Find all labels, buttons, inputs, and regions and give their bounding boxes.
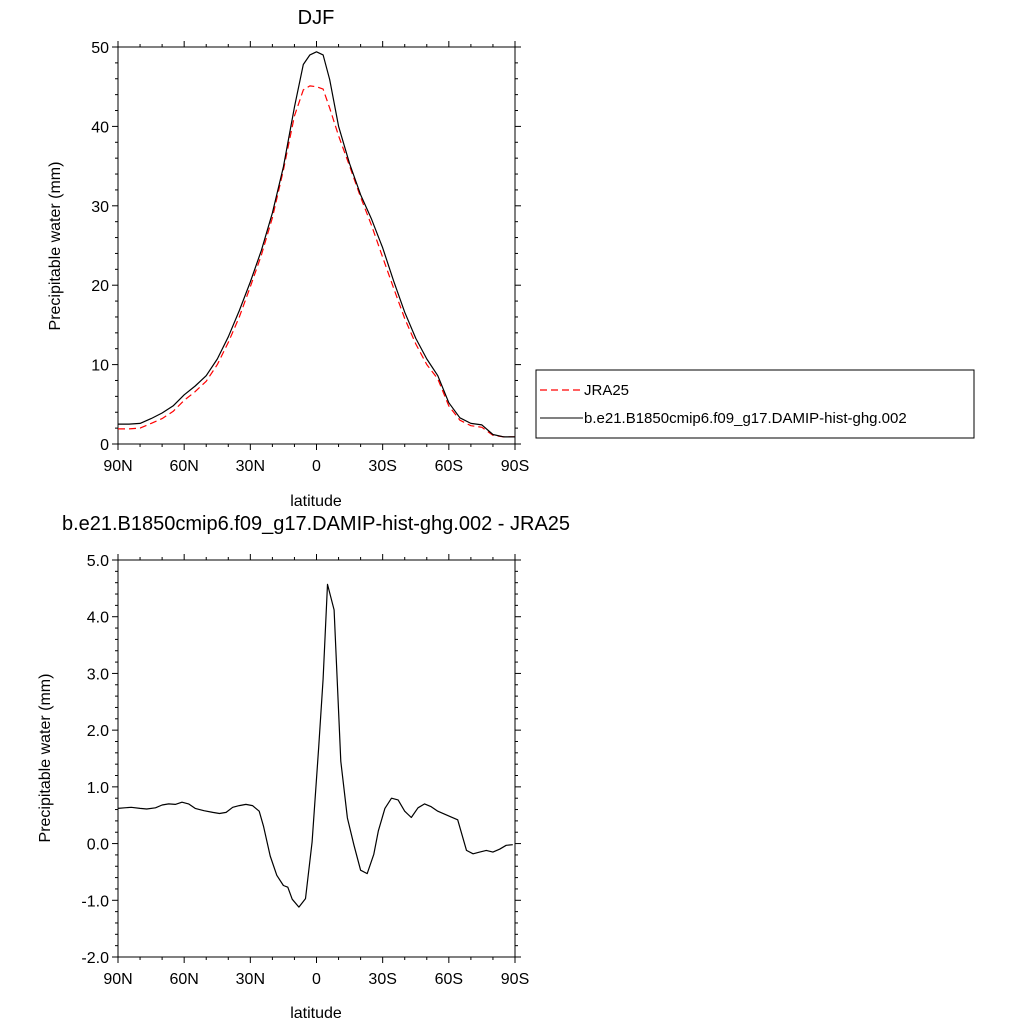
bottom-x-tick-label: 30N bbox=[236, 971, 265, 988]
bottom-series-line-0 bbox=[117, 583, 513, 908]
top-y-tick-labels: 0 10 20 30 40 50 bbox=[91, 40, 109, 454]
top-x-tick-labels: 90N 60N 30N 0 30S 60S 90S bbox=[103, 458, 529, 475]
bottom-chart-title: b.e21.B1850cmip6.f09_g17.DAMIP-hist-ghg.… bbox=[62, 513, 570, 535]
top-panel: DJF 90N 60N 30N 0 30S 60S 90S 0 10 20 30 40 50 lati… bbox=[47, 7, 529, 510]
top-x-axis-label: latitude bbox=[290, 493, 342, 510]
top-y-tick-label: 10 bbox=[91, 358, 109, 375]
bottom-y-tick-label: 4.0 bbox=[87, 610, 109, 627]
bottom-y-tick-label: 3.0 bbox=[87, 666, 109, 683]
legend: JRA25 b.e21.B1850cmip6.f09_g17.DAMIP-his… bbox=[535, 369, 975, 439]
top-y-tick-label: 0 bbox=[100, 437, 109, 454]
bottom-series-lines bbox=[117, 583, 513, 908]
top-x-tick-label: 90N bbox=[103, 458, 132, 475]
bottom-x-tick-labels: 90N 60N 30N 0 30S 60S 90S bbox=[103, 971, 529, 988]
bottom-panel: b.e21.B1850cmip6.f09_g17.DAMIP-hist-ghg.… bbox=[37, 513, 570, 1022]
bottom-y-tick-label: -1.0 bbox=[81, 893, 109, 910]
top-x-tick-label: 90S bbox=[501, 458, 529, 475]
bottom-x-tick-label: 60N bbox=[169, 971, 198, 988]
bottom-y-tick-label: 1.0 bbox=[87, 780, 109, 797]
bottom-x-tick-label: 0 bbox=[312, 971, 321, 988]
top-axis-ticks bbox=[112, 41, 521, 450]
top-y-axis-label: Precipitable water (mm) bbox=[47, 162, 64, 331]
bottom-x-tick-label: 90S bbox=[501, 971, 529, 988]
bottom-x-tick-label: 90N bbox=[103, 971, 132, 988]
bottom-y-tick-label: 5.0 bbox=[87, 553, 109, 570]
bottom-axis-ticks bbox=[112, 554, 521, 963]
top-x-tick-label: 0 bbox=[312, 458, 321, 475]
top-x-tick-label: 30S bbox=[368, 458, 396, 475]
legend-label-jra25: JRA25 bbox=[584, 382, 629, 399]
top-x-tick-label: 60S bbox=[435, 458, 463, 475]
bottom-y-tick-label: 2.0 bbox=[87, 723, 109, 740]
bottom-x-tick-label: 60S bbox=[435, 971, 463, 988]
top-y-tick-label: 20 bbox=[91, 278, 109, 295]
legend-box bbox=[535, 369, 975, 439]
legend-label-model: b.e21.B1850cmip6.f09_g17.DAMIP-hist-ghg.… bbox=[584, 410, 907, 427]
top-x-tick-label: 60N bbox=[169, 458, 198, 475]
top-series-lines bbox=[118, 51, 515, 438]
bottom-x-axis-label: latitude bbox=[290, 1005, 342, 1022]
top-y-tick-label: 40 bbox=[91, 119, 109, 136]
bottom-y-axis-label: Precipitable water (mm) bbox=[37, 674, 54, 843]
top-x-tick-label: 30N bbox=[236, 458, 265, 475]
bottom-y-tick-labels: -2.0 -1.0 0.0 1.0 2.0 3.0 4.0 5.0 bbox=[81, 553, 109, 967]
top-series-line-1 bbox=[118, 51, 515, 438]
bottom-y-tick-label: -2.0 bbox=[81, 950, 109, 967]
bottom-x-tick-label: 30S bbox=[368, 971, 396, 988]
bottom-y-tick-label: 0.0 bbox=[87, 837, 109, 854]
bottom-plot-frame bbox=[117, 559, 516, 958]
top-chart-title: DJF bbox=[298, 7, 335, 29]
top-y-tick-label: 50 bbox=[91, 40, 109, 57]
top-plot-frame bbox=[117, 46, 516, 445]
top-y-tick-label: 30 bbox=[91, 199, 109, 216]
top-series-line-0 bbox=[118, 85, 515, 438]
